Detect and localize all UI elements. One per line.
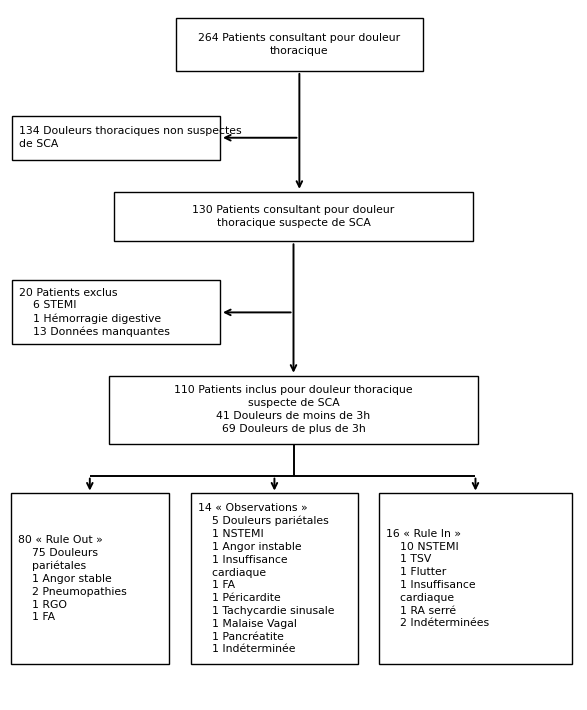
Text: 14 « Observations »
    5 Douleurs pariétales
    1 NSTEMI
    1 Angor instable
: 14 « Observations » 5 Douleurs pariétale… — [198, 503, 335, 655]
Text: 264 Patients consultant pour douleur
thoracique: 264 Patients consultant pour douleur tho… — [198, 33, 400, 56]
FancyBboxPatch shape — [109, 376, 478, 444]
Text: 134 Douleurs thoraciques non suspectes
de SCA: 134 Douleurs thoraciques non suspectes d… — [19, 126, 242, 149]
FancyBboxPatch shape — [176, 18, 423, 71]
Text: 80 « Rule Out »
    75 Douleurs
    pariétales
    1 Angor stable
    2 Pneumopa: 80 « Rule Out » 75 Douleurs pariétales 1… — [18, 535, 127, 623]
Text: 130 Patients consultant pour douleur
thoracique suspecte de SCA: 130 Patients consultant pour douleur tho… — [193, 205, 394, 228]
FancyBboxPatch shape — [379, 493, 572, 664]
FancyBboxPatch shape — [114, 192, 473, 241]
FancyBboxPatch shape — [191, 493, 358, 664]
FancyBboxPatch shape — [11, 493, 169, 664]
Text: 20 Patients exclus
    6 STEMI
    1 Hémorragie digestive
    13 Données manquan: 20 Patients exclus 6 STEMI 1 Hémorragie … — [19, 288, 170, 337]
FancyBboxPatch shape — [12, 280, 220, 344]
Text: 16 « Rule In »
    10 NSTEMI
    1 TSV
    1 Flutter
    1 Insuffisance
    card: 16 « Rule In » 10 NSTEMI 1 TSV 1 Flutter… — [386, 529, 490, 628]
FancyBboxPatch shape — [12, 116, 220, 160]
Text: 110 Patients inclus pour douleur thoracique
suspecte de SCA
41 Douleurs de moins: 110 Patients inclus pour douleur thoraci… — [174, 386, 413, 434]
